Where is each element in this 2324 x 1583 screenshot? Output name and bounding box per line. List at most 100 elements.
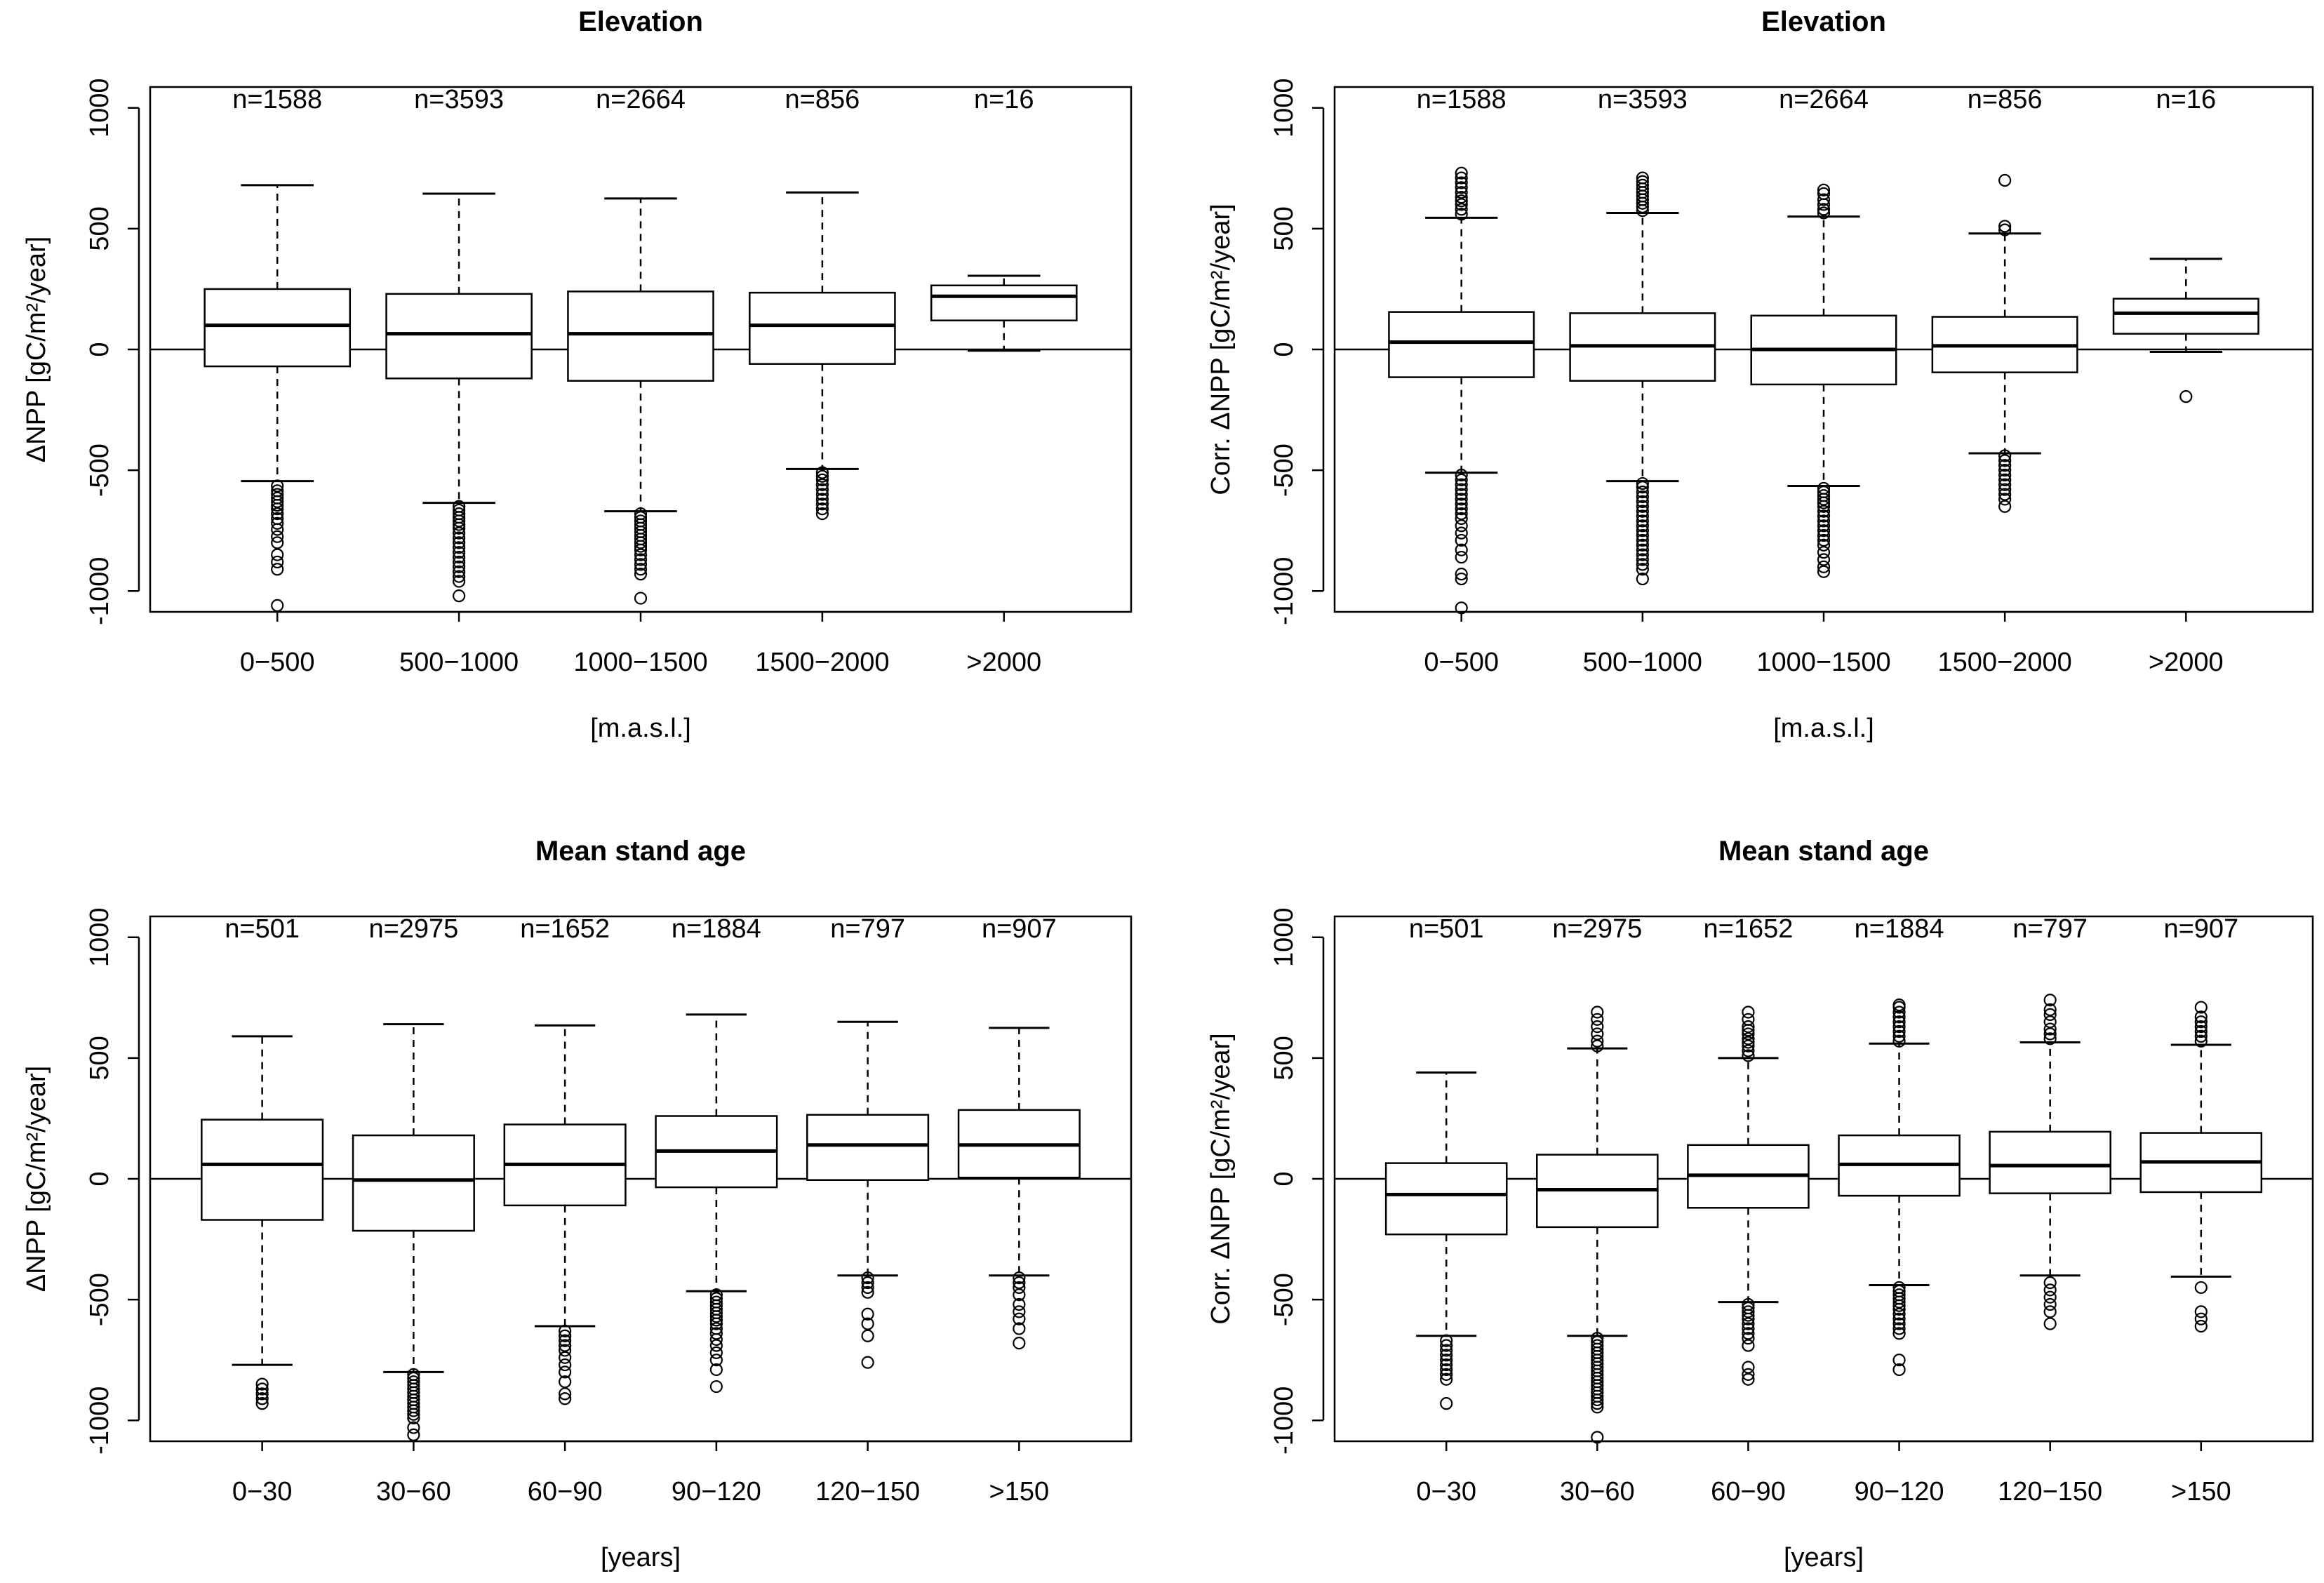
outlier-point: [1636, 175, 1649, 188]
x-tick-label: >150: [2171, 1477, 2231, 1507]
x-axis-label: [years]: [1784, 1543, 1864, 1572]
outlier-point: [559, 1344, 572, 1357]
outlier-point: [453, 521, 466, 535]
box-iqr: [201, 1118, 324, 1221]
outlier-point: [1636, 481, 1649, 494]
outlier-point: [815, 473, 829, 486]
y-tick-label: -1000: [1269, 1387, 1299, 1455]
outlier-point: [1440, 1334, 1453, 1347]
outlier-point: [2194, 1001, 2208, 1014]
box-group: [1931, 173, 2078, 513]
outlier-point: [2194, 1029, 2208, 1043]
outlier-point: [1817, 493, 1831, 506]
outlier-point: [2043, 1283, 2057, 1297]
y-tick-label: -500: [1269, 443, 1299, 497]
x-axis-label: [years]: [601, 1543, 681, 1572]
x-axis-label: [m.a.s.l.]: [1773, 714, 1874, 743]
outlier-point: [407, 1421, 420, 1434]
outlier-point: [1636, 505, 1649, 518]
outlier-point: [2043, 1032, 2057, 1046]
outlier-point: [1817, 206, 1831, 220]
count-label: n=501: [225, 914, 300, 944]
outlier-point: [634, 592, 648, 605]
count-label: n=907: [2163, 914, 2238, 944]
outlier-point: [1742, 1044, 1755, 1057]
box-iqr: [567, 290, 714, 382]
outlier-point: [1892, 1312, 1906, 1325]
panel-elevation-corr-npp: Elevation [m.a.s.l.] Corr. ΔNPP [gC/m²/y…: [1206, 6, 2314, 743]
outlier-point: [1998, 483, 2012, 496]
outlier-point: [271, 555, 284, 569]
outlier-point: [1742, 1361, 1755, 1374]
outlier-point: [1455, 488, 1468, 501]
outlier-point: [1455, 191, 1468, 204]
y-axis-label: Corr. ΔNPP [gC/m²/year]: [1206, 203, 1236, 495]
outlier-point: [1440, 1358, 1453, 1372]
outlier-point: [1455, 478, 1468, 491]
outlier-point: [1636, 572, 1649, 586]
box-group: [2139, 1001, 2263, 1333]
outlier-point: [815, 493, 829, 506]
outlier-point: [1892, 1020, 1906, 1034]
outlier-point: [2043, 994, 2057, 1007]
outlier-point: [1636, 509, 1649, 523]
outlier-point: [815, 478, 829, 491]
outlier-point: [1013, 1322, 1026, 1335]
outlier-point: [1591, 1006, 1604, 1019]
outlier-point: [1013, 1281, 1026, 1295]
outlier-point: [1998, 220, 2012, 233]
outlier-point: [255, 1387, 269, 1401]
outlier-point: [2194, 1024, 2208, 1038]
outlier-point: [1455, 533, 1468, 547]
y-tick-label: -1000: [85, 1387, 114, 1455]
outlier-point: [1440, 1368, 1453, 1381]
count-label: n=1652: [520, 914, 610, 944]
outlier-point: [634, 543, 648, 556]
box-group: [655, 1013, 778, 1394]
panel-title: Mean stand age: [1718, 836, 1929, 867]
outlier-point: [271, 502, 284, 516]
outlier-point: [1440, 1363, 1453, 1377]
outlier-point: [255, 1382, 269, 1396]
outlier-point: [1892, 1029, 1906, 1043]
outlier-point: [815, 469, 829, 483]
outlier-point: [271, 516, 284, 530]
outlier-point: [1591, 1401, 1604, 1414]
outlier-point: [815, 483, 829, 496]
count-label: n=797: [830, 914, 905, 944]
outlier-point: [453, 531, 466, 545]
outlier-point: [1817, 553, 1831, 566]
outlier-point: [1817, 187, 1831, 201]
outlier-point: [1892, 1302, 1906, 1316]
outlier-point: [559, 1329, 572, 1342]
x-tick-label: 30−60: [1560, 1477, 1635, 1507]
outlier-point: [709, 1346, 723, 1359]
box-iqr: [2112, 298, 2259, 335]
outlier-point: [1455, 468, 1468, 482]
count-label: n=16: [974, 85, 1034, 114]
y-tick-label: 500: [85, 1036, 114, 1080]
outlier-point: [1455, 572, 1468, 586]
outlier-point: [1636, 171, 1649, 185]
outlier-point: [1817, 505, 1831, 518]
outlier-point: [453, 575, 466, 588]
outlier-point: [1742, 1332, 1755, 1345]
outlier-point: [709, 1310, 723, 1323]
outlier-point: [1817, 546, 1831, 559]
outlier-point: [709, 1327, 723, 1340]
box-group: [503, 1024, 627, 1405]
count-label: n=1884: [1855, 914, 1944, 944]
count-label: n=3593: [414, 85, 504, 114]
count-label: n=3593: [1598, 85, 1688, 114]
outlier-point: [2043, 1015, 2057, 1029]
outlier-point: [2043, 1297, 2057, 1311]
x-tick-label: 120−150: [1998, 1477, 2102, 1507]
outlier-point: [559, 1351, 572, 1364]
outlier-point: [709, 1339, 723, 1352]
outlier-point: [2043, 1317, 2057, 1330]
y-tick-label: 1000: [1269, 907, 1299, 967]
outlier-point: [1455, 166, 1468, 180]
outlier-point: [1892, 1034, 1906, 1048]
outlier-point: [1742, 1039, 1755, 1053]
